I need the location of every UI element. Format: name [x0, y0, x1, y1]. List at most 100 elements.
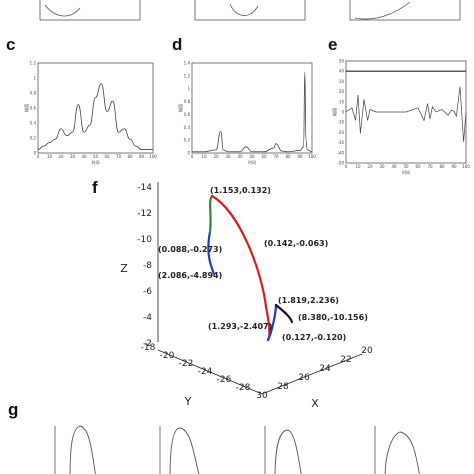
c-ytick-label: 0.4 — [30, 121, 37, 126]
f-annotation-label: (1.293,-2.407) — [208, 322, 272, 331]
panel-c-letter: c — [6, 35, 16, 54]
panel-d-letter: d — [172, 35, 183, 54]
f-annotation-label: (2.086,-4.894) — [158, 271, 222, 280]
d-series-line — [191, 71, 313, 153]
c-plot-frame — [37, 62, 154, 154]
panel-g: g — [0, 398, 474, 474]
f-z-tick-label: -14 — [137, 183, 152, 193]
e-ytick-label: 10 — [339, 99, 345, 104]
panel-e-letter: e — [328, 35, 338, 54]
c-ytick-label: 0 — [33, 151, 36, 156]
top-row-svg — [39, 0, 461, 21]
d-ytick-label: 0.4 — [184, 125, 191, 130]
c-ytick-label: 1 — [33, 76, 36, 81]
c-ytick-label: 1.2 — [30, 61, 37, 66]
e-signal-line — [345, 86, 467, 142]
f-annotation-label: (0.142,-0.063) — [264, 239, 328, 248]
top-row-cropped-plots — [0, 0, 474, 30]
panel-g-chart — [54, 425, 420, 474]
d-ytick-label: 1 — [187, 86, 190, 91]
e-ytick-label: 20 — [339, 89, 345, 94]
panel-e: e 0 10 20 30 40 50 60 70 80 90 100 -50 -40 -30 -20 -10 0… — [320, 35, 474, 180]
g-subplot-curve — [384, 431, 420, 474]
f-x-tick-label: 24 — [319, 364, 331, 374]
f-trajectory-segment — [274, 303, 294, 324]
f-x-axis-label: X — [311, 397, 319, 410]
panel-f: f -14 -12 -10 -8 -6 -4 -2 Z -18 -20 -22 -24 -26 -28 Y 3… — [0, 172, 474, 410]
d-xtick-label: 70 — [273, 154, 279, 159]
d-xlabel: 时间 — [248, 159, 256, 165]
c-xtick-label: 30 — [70, 154, 76, 159]
e-xtick-label: 0 — [345, 164, 348, 169]
e-xtick-label: 100 — [462, 164, 470, 169]
d-xtick-label: 90 — [297, 154, 303, 159]
c-xtick-label: 10 — [47, 154, 53, 159]
e-ylabel: 幅值 — [331, 108, 337, 116]
f-z-tick-label: -6 — [143, 287, 152, 297]
c-series-line — [37, 83, 153, 150]
f-y-tick-label: -26 — [217, 375, 232, 385]
e-ytick-label: -20 — [337, 130, 344, 135]
c-xtick-label: 100 — [149, 154, 157, 159]
e-xtick-label: 90 — [451, 164, 457, 169]
e-xtick-label: 10 — [355, 164, 361, 169]
e-ytick-label: -10 — [337, 120, 344, 125]
f-y-axis-line — [157, 349, 263, 395]
e-ytick-label: 0 — [341, 110, 344, 115]
f-z-tick-label: -8 — [143, 261, 152, 271]
f-z-tick-label: -4 — [143, 313, 152, 323]
e-ytick-label: 50 — [339, 59, 345, 64]
d-xtick-label: 20 — [213, 154, 219, 159]
top-left-curve — [44, 4, 81, 17]
panel-g-letter: g — [8, 400, 19, 419]
d-xtick-label: 30 — [225, 154, 231, 159]
panel-d-chart: 0 10 20 30 40 50 60 70 80 90 100 0 0.2 0.4 0.6 0.8 1 1.2 1… — [177, 61, 316, 166]
e-ytick-label: 30 — [339, 79, 345, 84]
e-ytick-label: -50 — [337, 161, 344, 166]
c-xtick-label: 70 — [116, 154, 122, 159]
f-y-tick-label: -22 — [179, 359, 194, 369]
d-xtick-label: 100 — [308, 154, 316, 159]
d-xtick-label: 80 — [285, 154, 291, 159]
panel-e-chart: 0 10 20 30 40 50 60 70 80 90 100 -50 -40 -30 -20 -10 0 10… — [331, 59, 470, 176]
c-xtick-label: 20 — [58, 154, 64, 159]
e-xtick-label: 30 — [379, 164, 385, 169]
e-xtick-label: 20 — [367, 164, 373, 169]
d-xtick-label: 50 — [249, 154, 255, 159]
f-x-tick-label: 22 — [340, 355, 351, 365]
d-xtick-label: 60 — [261, 154, 267, 159]
d-plot-frame — [191, 62, 313, 154]
panel-d: d 0 10 20 30 40 50 60 70 80 90 100 0 0.2 0.4 0.6 0.8 1 1.… — [160, 35, 320, 165]
d-xtick-label: 0 — [191, 154, 194, 159]
d-ylabel: 幅值 — [177, 104, 183, 112]
f-y-tick-label: -18 — [141, 343, 156, 353]
d-xtick-label: 40 — [237, 154, 243, 159]
f-y-axis-label: Y — [184, 395, 192, 408]
c-xtick-label: 90 — [139, 154, 145, 159]
f-annotation-label: (0.127,-0.120) — [282, 333, 346, 342]
top-left-plot-frame — [39, 0, 141, 21]
f-trajectory-segment — [207, 230, 216, 276]
f-z-tick-label: -10 — [137, 235, 152, 245]
e-xlabel: 时间 — [402, 169, 410, 175]
f-y-tick-label: -28 — [236, 383, 251, 393]
d-ytick-label: 1.4 — [184, 61, 191, 66]
top-right-plot-frame — [349, 0, 461, 21]
f-annotation-label: (1.819,2.236) — [278, 296, 339, 305]
f-annotation-label: (1.153,0.132) — [210, 186, 271, 195]
f-x-axis-line — [261, 353, 363, 395]
d-ytick-label: 0.8 — [184, 99, 191, 104]
f-annotation-label: (8.380,-10.156) — [298, 313, 368, 322]
d-ytick-label: 0.6 — [184, 112, 191, 117]
panel-f-letter: f — [92, 178, 98, 197]
g-subplot-curve — [169, 427, 200, 474]
panel-c-chart: 0 10 20 30 40 50 60 70 80 90 100 0 0.2 0.4 0.6 0.8 1 1.2 幅… — [23, 61, 157, 166]
c-xtick-label: 50 — [93, 154, 99, 159]
f-trajectory-segment — [210, 194, 271, 342]
f-trajectory-segment — [208, 194, 214, 234]
e-ytick-label: -30 — [337, 140, 344, 145]
e-xtick-label: 70 — [427, 164, 433, 169]
e-xtick-label: 40 — [391, 164, 397, 169]
d-xtick-label: 10 — [201, 154, 207, 159]
e-xtick-label: 50 — [403, 164, 409, 169]
